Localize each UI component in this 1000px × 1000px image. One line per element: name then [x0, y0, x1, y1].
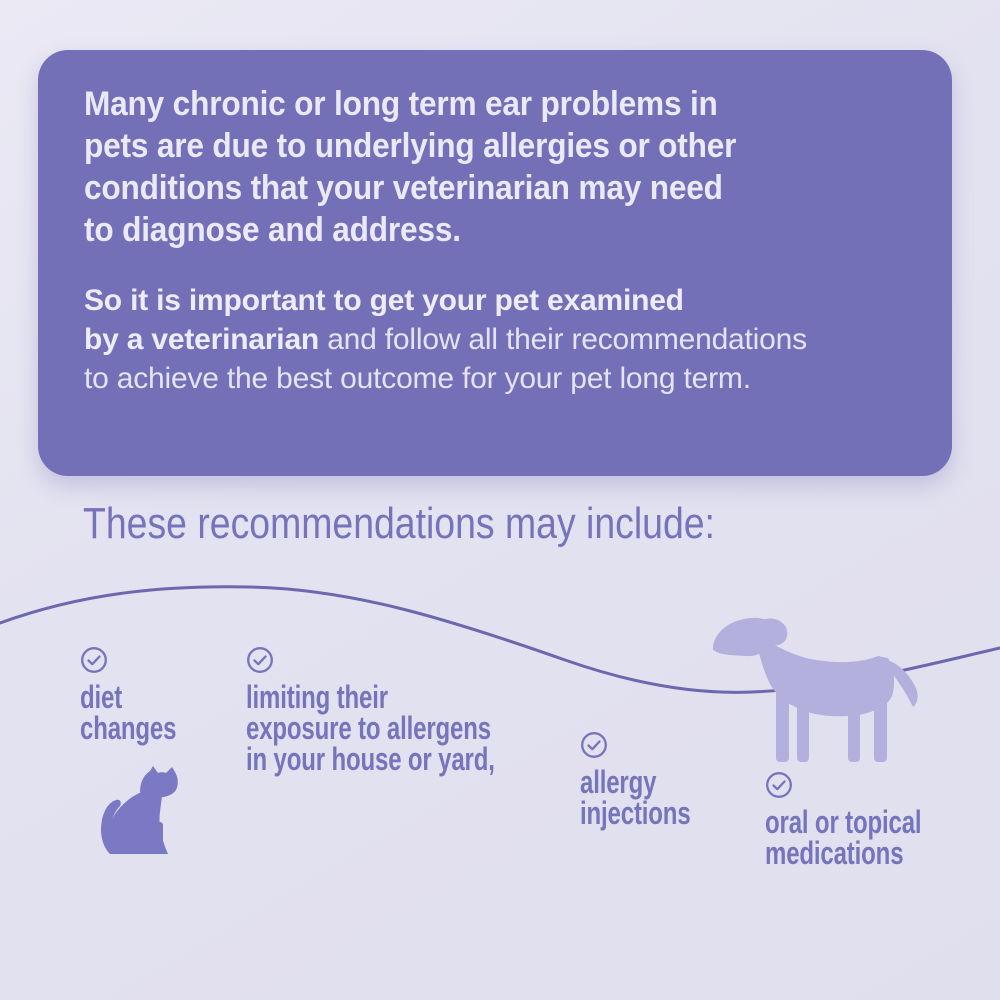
- cat-silhouette: [100, 766, 178, 854]
- section-heading: These recommendations may include:: [83, 499, 715, 548]
- recommendation-label: allergy injections: [580, 764, 691, 831]
- recommendation-item-diet-changes: diet changes: [80, 646, 208, 744]
- intro-card: Many chronic or long term ear problems i…: [38, 50, 952, 476]
- intro-paragraph: Many chronic or long term ear problems i…: [84, 85, 737, 249]
- check-circle-icon: [581, 732, 607, 758]
- recommendation-item-oral-topical-medications: oral or topical medications: [765, 771, 974, 869]
- recommendation-label: limiting their exposure to allergens in …: [246, 679, 495, 777]
- advice-paragraph: So it is important to get your pet exami…: [84, 281, 906, 398]
- advice-bold-text: So it is important to get your pet exami…: [84, 284, 684, 356]
- recommendation-label: oral or topical medications: [765, 804, 922, 871]
- check-circle-icon: [81, 647, 107, 673]
- recommendation-label: diet changes: [80, 679, 177, 746]
- check-circle-icon: [247, 647, 273, 673]
- dog-silhouette: [712, 617, 918, 762]
- recommendation-item-limit-allergens: limiting their exposure to allergens in …: [246, 646, 578, 775]
- check-circle-icon: [766, 772, 792, 798]
- advice-regular-text: and follow all their recommendations to …: [84, 323, 807, 395]
- recommendation-item-allergy-injections: allergy injections: [580, 731, 727, 829]
